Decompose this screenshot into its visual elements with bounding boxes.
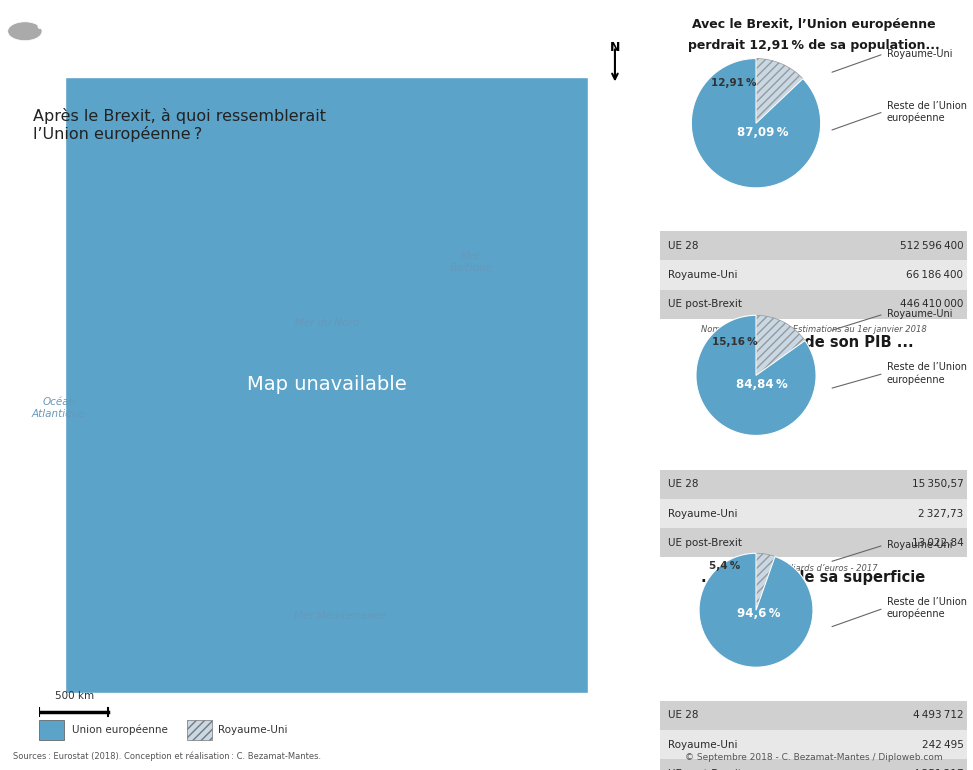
- Text: 13 022,84: 13 022,84: [912, 538, 963, 547]
- Text: 2 327,73: 2 327,73: [919, 509, 963, 518]
- Text: Reste de l’Union
européenne: Reste de l’Union européenne: [886, 101, 967, 122]
- Text: N: N: [610, 42, 620, 54]
- Bar: [661, 499, 966, 528]
- Text: 4 493 712: 4 493 712: [913, 711, 963, 720]
- Text: Royaume-Uni: Royaume-Uni: [886, 310, 953, 319]
- Bar: [661, 759, 966, 770]
- Text: UE post-Brexit: UE post-Brexit: [668, 538, 742, 547]
- Bar: [661, 231, 966, 260]
- Wedge shape: [692, 59, 820, 188]
- Text: Royaume-Uni: Royaume-Uni: [886, 49, 953, 59]
- Text: 87,09 %: 87,09 %: [737, 126, 788, 139]
- Text: 66 186 400: 66 186 400: [907, 270, 963, 280]
- Text: 242 495: 242 495: [921, 740, 963, 749]
- Text: Après le Brexit, à quoi ressemblerait
l’Union européenne ?: Après le Brexit, à quoi ressemblerait l’…: [33, 108, 326, 142]
- Wedge shape: [756, 316, 805, 376]
- Text: 500 km: 500 km: [54, 691, 94, 701]
- Text: diploweb: diploweb: [36, 21, 90, 31]
- Wedge shape: [756, 59, 803, 123]
- Text: Royaume-Uni: Royaume-Uni: [886, 541, 953, 550]
- Text: Reste de l’Union
européenne: Reste de l’Union européenne: [886, 363, 967, 384]
- Circle shape: [8, 22, 42, 41]
- Text: Sources : Eurostat (2018). Conception et réalisation : C. Bezamat-Mantes.: Sources : Eurostat (2018). Conception et…: [13, 752, 321, 761]
- Text: ... 15,16 % de son PIB ...: ... 15,16 % de son PIB ...: [713, 335, 914, 350]
- Text: Mer
Baltique: Mer Baltique: [450, 251, 492, 273]
- Text: 446 410 000: 446 410 000: [900, 300, 963, 309]
- Text: 15,16 %: 15,16 %: [712, 337, 758, 347]
- Text: UE 28: UE 28: [668, 241, 699, 250]
- Text: Nombre d’habitants - Estimations au 1er janvier 2018: Nombre d’habitants - Estimations au 1er …: [701, 325, 926, 334]
- Text: .com: .com: [52, 41, 74, 50]
- Wedge shape: [696, 316, 816, 435]
- Text: Union européenne: Union européenne: [72, 725, 168, 735]
- Text: UE 28: UE 28: [668, 711, 699, 720]
- Text: 4 251 217: 4 251 217: [913, 769, 963, 770]
- Bar: [661, 290, 966, 319]
- Text: Reste de l’Union
européenne: Reste de l’Union européenne: [886, 598, 967, 619]
- Text: 512 596 400: 512 596 400: [900, 241, 963, 250]
- Bar: [661, 260, 966, 290]
- Text: Royaume-Uni: Royaume-Uni: [668, 740, 738, 749]
- Text: © Septembre 2018 - C. Bezamat-Mantes / Diploweb.com: © Septembre 2018 - C. Bezamat-Mantes / D…: [685, 753, 942, 762]
- Wedge shape: [756, 553, 775, 610]
- Bar: [661, 701, 966, 730]
- Text: Royaume-Uni: Royaume-Uni: [668, 509, 738, 518]
- Text: Avec le Brexit, l’Union européenne: Avec le Brexit, l’Union européenne: [692, 18, 935, 31]
- Wedge shape: [699, 553, 813, 667]
- Text: Mer du Nord: Mer du Nord: [295, 319, 359, 328]
- Text: Royaume-Uni: Royaume-Uni: [668, 270, 738, 280]
- Text: UE 28: UE 28: [668, 480, 699, 489]
- Text: Océan
Atlantique: Océan Atlantique: [32, 397, 86, 419]
- Bar: [187, 720, 212, 740]
- Text: 94,6 %: 94,6 %: [738, 607, 780, 620]
- Text: PIB en milliards d’euros - 2017: PIB en milliards d’euros - 2017: [749, 564, 878, 573]
- Text: 15 350,57: 15 350,57: [912, 480, 963, 489]
- Bar: [65, 77, 589, 693]
- Bar: [39, 720, 64, 740]
- Bar: [661, 730, 966, 759]
- Text: 12,91 %: 12,91 %: [710, 78, 756, 88]
- Text: Map unavailable: Map unavailable: [247, 376, 407, 394]
- Text: ... et 5,4 % de sa superficie: ... et 5,4 % de sa superficie: [702, 570, 925, 585]
- Bar: [661, 470, 966, 499]
- Text: UE post-Brexit: UE post-Brexit: [668, 300, 742, 309]
- Text: perdrait 12,91 % de sa population...: perdrait 12,91 % de sa population...: [688, 38, 939, 52]
- Text: UE post-Brexit: UE post-Brexit: [668, 769, 742, 770]
- Text: Royaume-Uni: Royaume-Uni: [218, 725, 287, 735]
- Bar: [661, 528, 966, 557]
- Text: 84,84 %: 84,84 %: [737, 378, 788, 391]
- Text: Mer Méditerranée: Mer Méditerranée: [294, 611, 386, 621]
- Text: 5,4 %: 5,4 %: [709, 561, 740, 571]
